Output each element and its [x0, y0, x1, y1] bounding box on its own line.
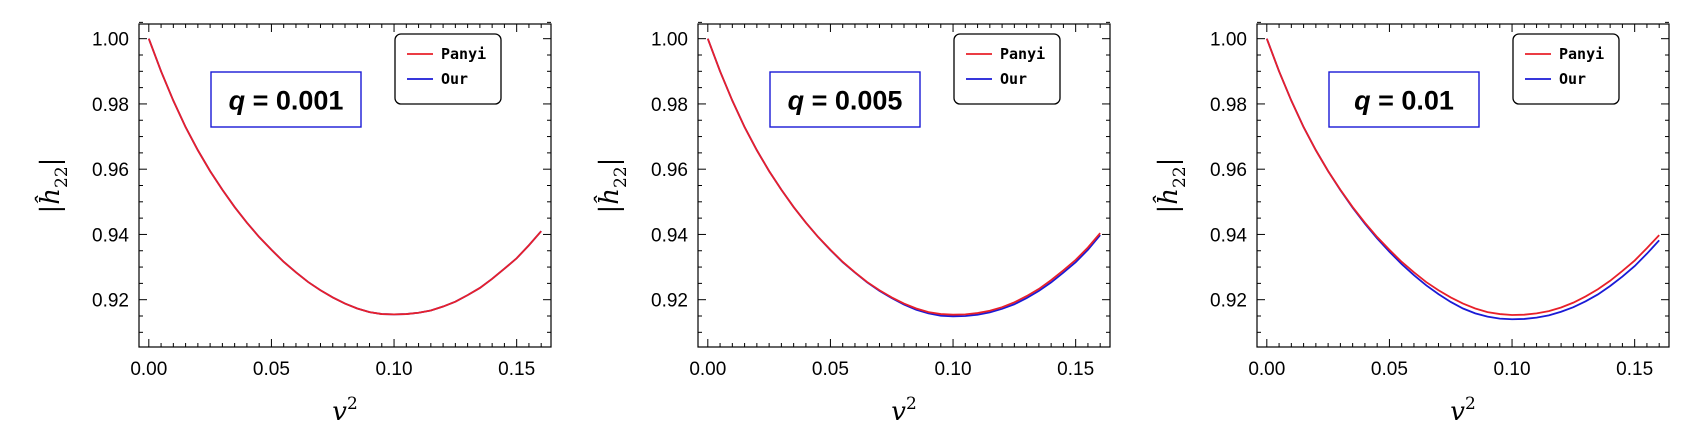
legend-box	[1512, 33, 1620, 105]
y-tick-label: 0.96	[92, 160, 129, 181]
legend-label-panyi: Panyi	[441, 45, 486, 63]
y-tick-label: 0.98	[651, 95, 688, 116]
x-axis-label: v2	[332, 394, 358, 427]
y-tick-label: 0.94	[651, 225, 688, 246]
y-axis-label: |ĥ22|	[1152, 158, 1190, 214]
x-tick-label: 0.00	[130, 359, 167, 380]
y-tick-label: 0.96	[651, 160, 688, 181]
annotation-label: q = 0.005	[788, 86, 903, 116]
y-tick-label: 0.94	[1210, 225, 1247, 246]
legend: Panyi Our	[953, 33, 1061, 105]
x-tick-label: 0.05	[253, 359, 290, 380]
series-line-panyi	[147, 38, 542, 316]
x-tick-label: 0.10	[376, 359, 413, 380]
legend-box	[394, 33, 502, 105]
x-tick-label: 0.00	[1248, 359, 1285, 380]
y-tick-label: 0.98	[92, 95, 129, 116]
y-tick-label: 1.00	[92, 30, 129, 51]
x-tick-label: 0.00	[689, 359, 726, 380]
annotation-label: q = 0.001	[229, 86, 344, 116]
x-tick-label: 0.05	[1371, 359, 1408, 380]
x-tick-label: 0.10	[935, 359, 972, 380]
annotation-box	[210, 71, 362, 128]
y-tick-label: 0.92	[1210, 291, 1247, 312]
legend-label-our: Our	[1000, 70, 1027, 88]
legend-label-panyi: Panyi	[1559, 45, 1604, 63]
y-tick-label: 0.92	[651, 291, 688, 312]
legend-label-panyi: Panyi	[1000, 45, 1045, 63]
y-tick-label: 0.94	[92, 225, 129, 246]
annotation-box	[1328, 71, 1480, 128]
legend: Panyi Our	[1512, 33, 1620, 105]
y-axis-label: |ĥ22|	[34, 158, 72, 214]
chart-panel-2: 0.00 0.05 0.10 0.15 0.92 0.94 0.96 0.98 1.00 v2 |ĥ…	[593, 21, 1111, 427]
chart-panel-1: 0.00 0.05 0.10 0.15 0.92 0.94 0.96 0.98 1.00 v2 |ĥ…	[34, 21, 552, 427]
y-tick-label: 1.00	[651, 30, 688, 51]
series-line-panyi	[706, 38, 1101, 316]
annotation-box	[769, 71, 921, 128]
x-tick-label: 0.05	[812, 359, 849, 380]
x-tick-label: 0.15	[1057, 359, 1094, 380]
legend: Panyi Our	[394, 33, 502, 105]
legend-box	[953, 33, 1061, 105]
x-tick-label: 0.10	[1494, 359, 1531, 380]
x-tick-label: 0.15	[1616, 359, 1653, 380]
x-axis-label: v2	[1450, 394, 1476, 427]
series-line-panyi	[1265, 38, 1660, 316]
y-tick-label: 0.98	[1210, 95, 1247, 116]
y-tick-label: 0.92	[92, 291, 129, 312]
legend-label-our: Our	[441, 70, 468, 88]
chart-panel-3: 0.00 0.05 0.10 0.15 0.92 0.94 0.96 0.98 1.00 v2 |ĥ…	[1152, 21, 1670, 427]
annotation-label: q = 0.01	[1354, 86, 1454, 116]
x-axis-label: v2	[891, 394, 917, 427]
y-axis-label: |ĥ22|	[593, 158, 631, 214]
x-tick-label: 0.15	[498, 359, 535, 380]
legend-label-our: Our	[1559, 70, 1586, 88]
y-tick-label: 1.00	[1210, 30, 1247, 51]
y-tick-label: 0.96	[1210, 160, 1247, 181]
